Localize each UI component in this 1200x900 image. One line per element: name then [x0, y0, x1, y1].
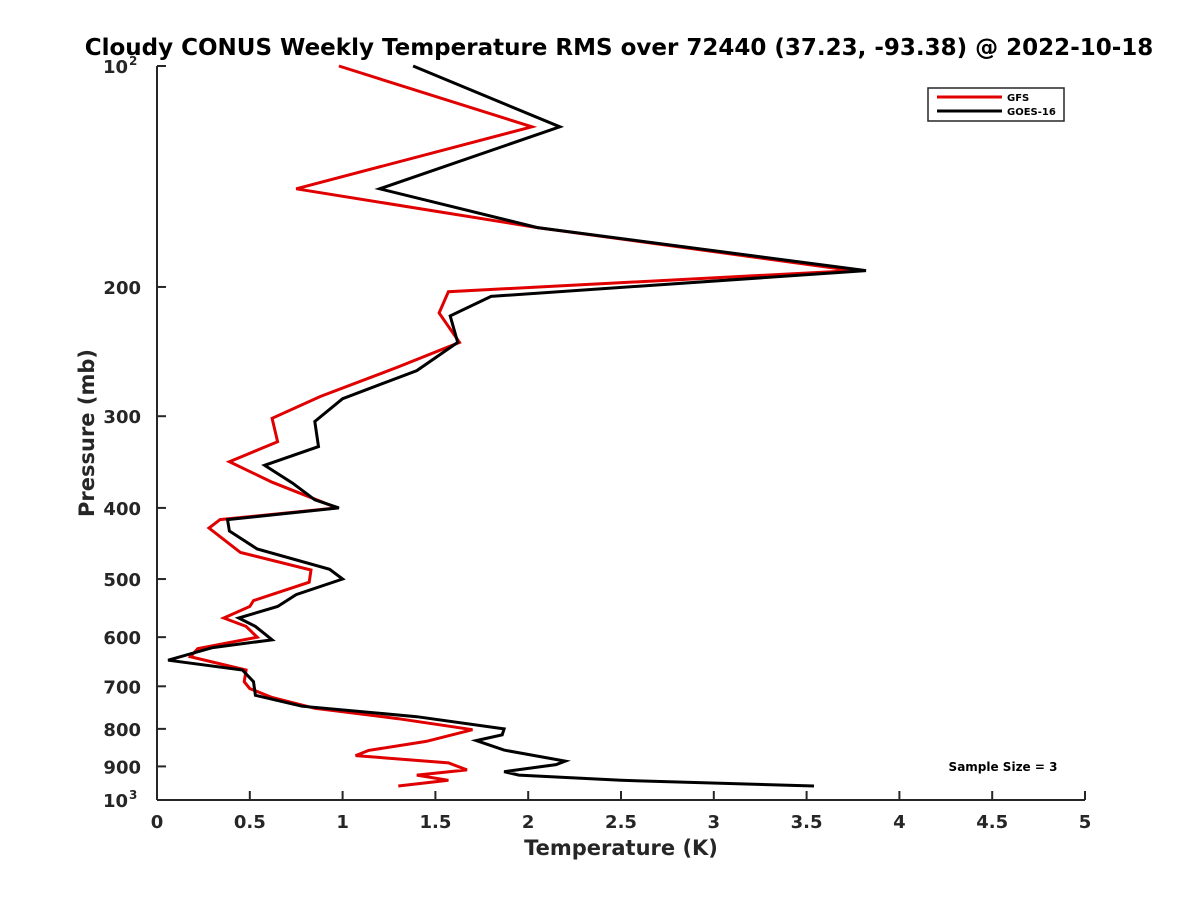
x-tick-label: 2 — [522, 812, 535, 833]
series-line-goes-16 — [167, 64, 867, 788]
y-tick-label: 900 — [103, 757, 141, 778]
y-tick-label: 700 — [103, 677, 141, 698]
y-axis-label: Pressure (mb) — [75, 349, 99, 517]
y-tick-exponent: 2 — [129, 54, 137, 68]
x-tick-label: 5 — [1079, 812, 1092, 833]
legend-items: GFS GOES-16 — [937, 93, 1056, 118]
legend: GFS GOES-16 — [927, 87, 1065, 122]
y-tick-label: 200 — [103, 278, 141, 299]
x-axis-label: Temperature (K) — [524, 836, 718, 860]
sample-size-annotation: Sample Size = 3 — [949, 760, 1058, 774]
x-tick-label: 4 — [893, 812, 906, 833]
x-tick-label: 1 — [336, 812, 349, 833]
legend-box — [927, 87, 1065, 122]
x-tick-label: 2.5 — [605, 812, 637, 833]
legend-label: GOES-16 — [1007, 107, 1056, 118]
y-tick-label: 300 — [103, 407, 141, 428]
y-tick-label: 600 — [103, 628, 141, 649]
x-tick-label: 0.5 — [234, 812, 266, 833]
y-tick-label: 800 — [103, 720, 141, 741]
legend-label: GFS — [1007, 93, 1029, 104]
y-tick-exponent: 3 — [129, 788, 137, 802]
x-tick-label: 4.5 — [976, 812, 1008, 833]
series-layer — [167, 64, 867, 788]
x-tick-label: 3.5 — [791, 812, 823, 833]
y-tick-label: 400 — [103, 499, 141, 520]
y-tick-label: 10 — [103, 791, 128, 812]
x-tick-label: 0 — [151, 812, 164, 833]
y-tick-label: 10 — [103, 57, 128, 78]
x-ticks: 0 0.5 1 1.5 2 2.5 3 3.5 4 4.5 5 — [151, 791, 1092, 833]
x-tick-label: 3 — [708, 812, 721, 833]
y-tick-label: 500 — [103, 570, 141, 591]
chart-title: Cloudy CONUS Weekly Temperature RMS over… — [85, 35, 1154, 61]
x-tick-label: 1.5 — [419, 812, 451, 833]
plot-area — [157, 66, 1085, 800]
